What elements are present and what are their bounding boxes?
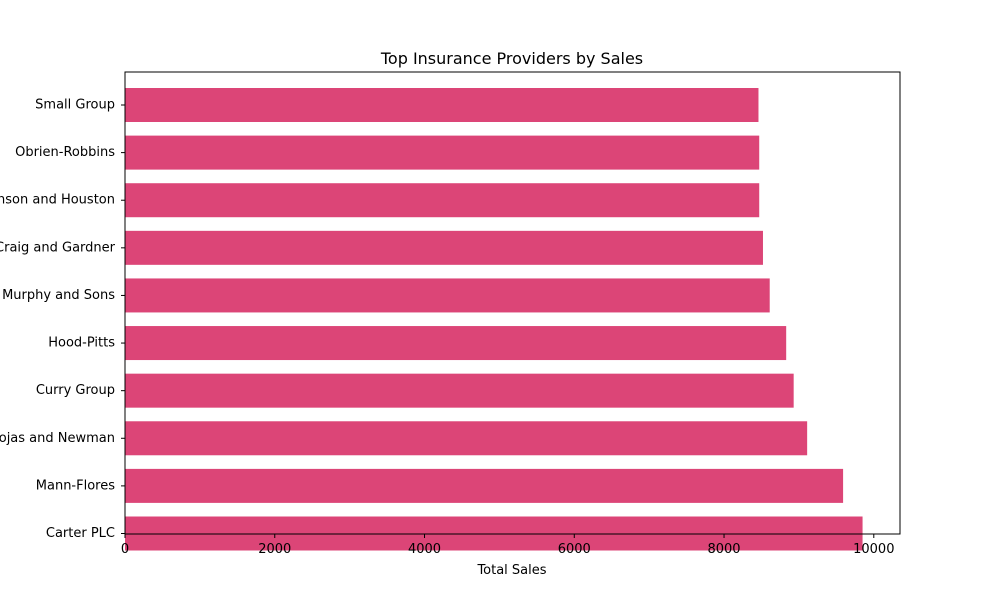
y-tick-label: Murphy and Sons	[2, 288, 115, 303]
y-tick-label: Hood-Pitts	[48, 336, 115, 351]
bar-1	[125, 468, 844, 503]
plot-area-frame	[124, 71, 901, 535]
bar-2	[125, 421, 808, 456]
y-tick-label: Small Group	[35, 98, 115, 113]
x-tick-label: 10000	[853, 542, 894, 557]
x-tick-label: 6000	[558, 542, 591, 557]
y-tick-label: Obrien-Robbins	[15, 145, 115, 160]
bar-8	[125, 135, 760, 170]
x-tick-label: 0	[121, 542, 129, 557]
y-tick-label: Craig and Gardner	[0, 240, 116, 255]
y-tick-label: Rojas and Newman	[0, 431, 115, 446]
bar-4	[125, 326, 787, 361]
y-tick-label: Carter PLC	[46, 526, 115, 541]
y-tick-label: Mann-Flores	[36, 478, 115, 493]
bars-group	[125, 88, 863, 551]
chart-title: Top Insurance Providers by Sales	[380, 49, 643, 68]
x-tick-label: 2000	[258, 542, 291, 557]
x-axis-label: Total Sales	[476, 563, 546, 578]
bar-7	[125, 183, 760, 218]
bar-9	[125, 88, 759, 122]
x-tick-label: 8000	[707, 542, 740, 557]
x-axis-ticks: 0 2000 4000 6000 8000 10000	[121, 534, 894, 557]
x-tick-label: 4000	[408, 542, 441, 557]
bar-3	[125, 373, 794, 408]
y-tick-label: Curry Group	[36, 383, 115, 398]
y-axis-ticks: Carter PLC Mann-Flores Rojas and Newman Cur…	[0, 98, 125, 541]
bar-5	[125, 278, 770, 313]
bar-6	[125, 230, 763, 265]
y-tick-label: Johnson and Houston	[0, 193, 115, 208]
